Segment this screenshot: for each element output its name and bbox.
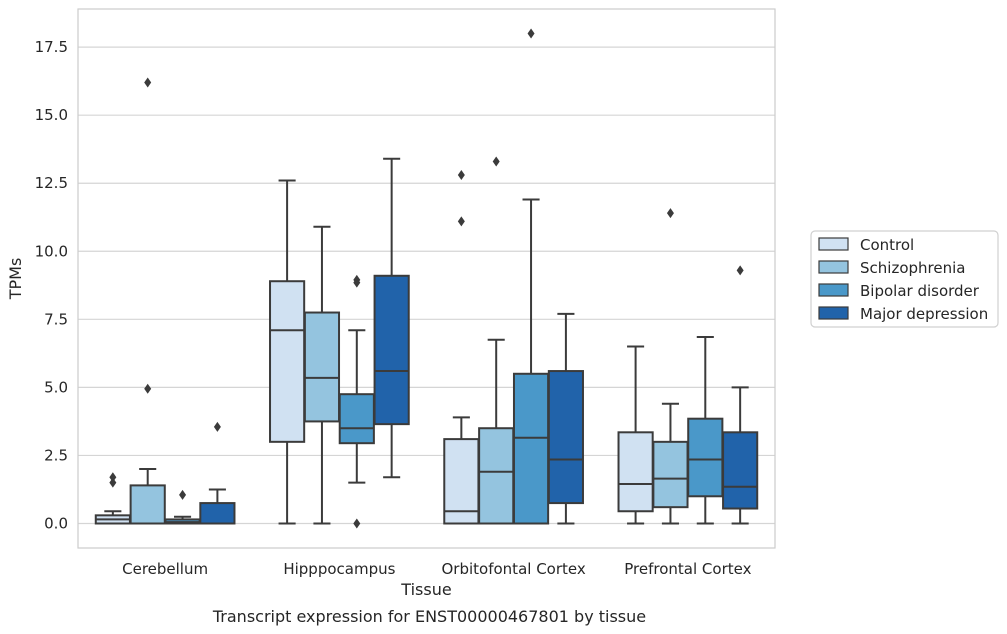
chart-caption: Transcript expression for ENST0000046780… — [212, 607, 646, 626]
legend-label: Schizophrenia — [860, 259, 965, 277]
y-tick-label: 2.5 — [44, 446, 68, 464]
box-plot-schizophrenia — [652, 208, 689, 525]
outlier-point — [179, 489, 187, 500]
legend-swatch — [818, 283, 849, 297]
legend-swatch — [818, 260, 849, 274]
box — [687, 417, 724, 498]
box-plot-major-depression — [547, 312, 584, 525]
outlier-point — [144, 383, 152, 394]
legend-label: Major depression — [860, 305, 988, 323]
box-plot-bipolar-disorder — [338, 274, 375, 529]
outlier-point — [527, 28, 535, 39]
box — [512, 372, 550, 525]
outlier-point — [457, 170, 465, 181]
box — [478, 427, 515, 525]
box-plot-bipolar-disorder — [512, 28, 550, 525]
outlier-point — [492, 156, 500, 167]
x-tick-labels: Cerebellum Hipppocampus Orbitofontal Corte… — [122, 560, 751, 578]
legend-box — [810, 230, 999, 328]
box-plot-schizophrenia — [478, 156, 515, 525]
outlier-point — [109, 477, 117, 488]
x-tick-label: Prefrontal Cortex — [624, 560, 751, 578]
legend-swatch — [818, 306, 849, 320]
box — [617, 431, 654, 513]
outlier-point — [353, 274, 361, 285]
y-tick-label: 10.0 — [35, 242, 68, 260]
box-plot-control — [617, 345, 654, 525]
box — [338, 393, 375, 445]
legend-label: Bipolar disorder — [860, 282, 980, 300]
box — [722, 431, 759, 510]
box-plot-schizophrenia — [303, 225, 341, 525]
y-axis-label: TPMs — [6, 258, 25, 301]
y-tick-label: 0.0 — [44, 515, 68, 533]
outlier-point — [144, 77, 152, 88]
box — [199, 502, 236, 525]
legend-swatch — [818, 237, 849, 251]
box-plot-schizophrenia — [129, 77, 166, 525]
x-tick-label: Orbitofontal Cortex — [442, 560, 586, 578]
box — [269, 280, 306, 443]
legend-label: Control — [860, 236, 914, 254]
outlier-point — [213, 421, 221, 432]
box-plot-major-depression — [722, 265, 759, 525]
outlier-point — [736, 265, 744, 276]
box-plot-bipolar-disorder — [164, 489, 201, 525]
box — [303, 311, 341, 423]
legend: Control Schizophrenia Bipolar disorder Majo… — [810, 230, 999, 328]
x-tick-label: Hipppocampus — [283, 560, 395, 578]
box-plot-bipolar-disorder — [687, 336, 724, 525]
box — [373, 274, 410, 426]
y-tick-label: 7.5 — [44, 310, 68, 328]
box — [443, 438, 480, 525]
y-tick-label: 17.5 — [35, 38, 68, 56]
box-plot-major-depression — [199, 421, 236, 525]
x-tick-label: Cerebellum — [122, 560, 208, 578]
y-tick-labels: 0.0 2.5 5.0 7.5 10.0 12.5 15.0 17.5 — [35, 38, 68, 532]
grid-lines — [78, 46, 775, 525]
outlier-point — [457, 216, 465, 227]
outlier-point — [666, 208, 674, 219]
box-plot-control — [269, 179, 306, 525]
box — [652, 440, 689, 509]
box-plot-control — [443, 170, 480, 525]
box — [129, 484, 166, 525]
outlier-point — [353, 518, 361, 529]
box-layer — [94, 28, 759, 529]
y-tick-label: 5.0 — [44, 378, 68, 396]
y-tick-label: 15.0 — [35, 106, 68, 124]
box-plot-control — [94, 472, 131, 525]
x-axis-label: Tissue — [400, 580, 451, 599]
box-plot-major-depression — [373, 157, 410, 479]
outlier-point — [109, 472, 117, 483]
y-tick-label: 12.5 — [35, 174, 68, 192]
box — [547, 370, 584, 505]
plot-frame — [77, 8, 776, 549]
